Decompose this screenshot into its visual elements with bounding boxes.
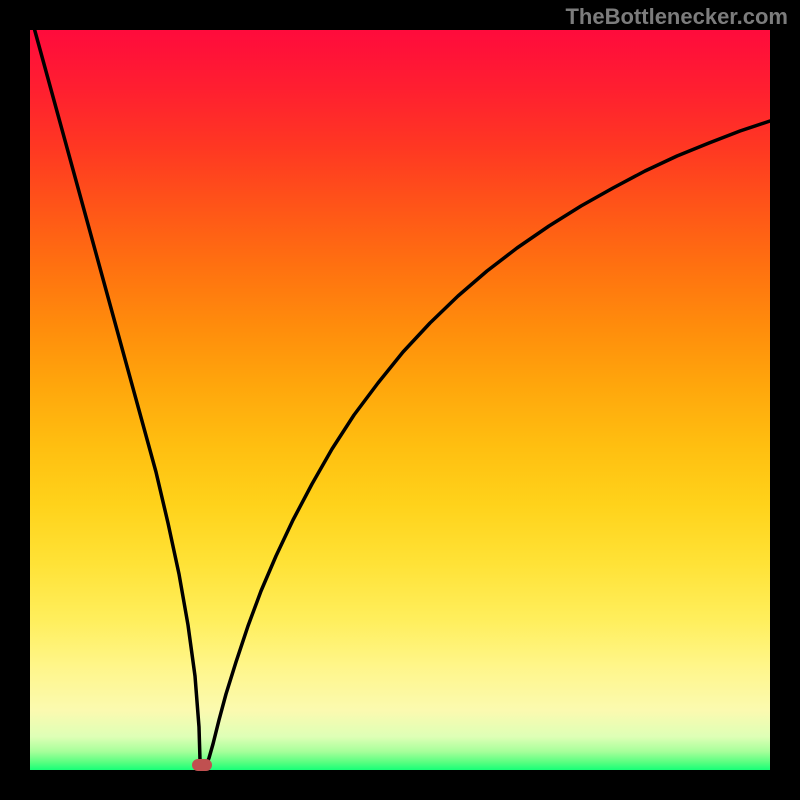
watermark-text: TheBottlenecker.com [565, 4, 788, 30]
chart-frame: TheBottlenecker.com [0, 0, 800, 800]
optimum-marker [192, 759, 212, 771]
bottleneck-curve [0, 0, 800, 800]
